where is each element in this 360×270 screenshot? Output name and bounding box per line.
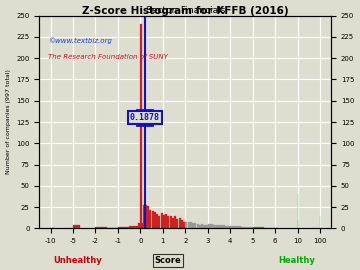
Bar xyxy=(179,218,181,228)
Bar xyxy=(253,227,258,228)
Text: Healthy: Healthy xyxy=(278,256,315,265)
Text: 0.1878: 0.1878 xyxy=(130,113,159,122)
Bar xyxy=(236,226,242,228)
Bar xyxy=(242,227,247,228)
Text: The Research Foundation of SUNY: The Research Foundation of SUNY xyxy=(48,54,168,60)
Bar xyxy=(181,220,183,228)
Bar xyxy=(213,225,219,228)
Text: Score: Score xyxy=(154,256,181,265)
Bar xyxy=(145,205,147,228)
Bar xyxy=(203,225,205,228)
Title: Z-Score Histogram for KFFB (2016): Z-Score Histogram for KFFB (2016) xyxy=(82,6,289,16)
Bar xyxy=(190,222,192,228)
Bar xyxy=(247,227,253,228)
Bar xyxy=(158,216,160,228)
Bar xyxy=(149,210,151,228)
Bar xyxy=(161,213,163,228)
Bar xyxy=(197,224,198,228)
Bar xyxy=(194,223,196,228)
Bar xyxy=(206,225,207,228)
Bar xyxy=(185,222,187,228)
Bar xyxy=(143,205,145,228)
Bar xyxy=(201,224,203,228)
Bar xyxy=(154,212,156,228)
Bar xyxy=(118,227,129,228)
Bar xyxy=(183,222,185,228)
Bar xyxy=(138,223,145,228)
Bar xyxy=(152,211,154,228)
Bar xyxy=(95,227,107,228)
Bar xyxy=(156,214,158,228)
Bar xyxy=(167,217,169,228)
Y-axis label: Number of companies (997 total): Number of companies (997 total) xyxy=(5,70,10,174)
Bar xyxy=(225,226,230,228)
Bar xyxy=(230,226,236,228)
Bar xyxy=(129,226,140,228)
Bar xyxy=(208,224,213,228)
Bar xyxy=(174,217,176,228)
Bar xyxy=(219,225,225,228)
Bar xyxy=(188,222,190,228)
Bar xyxy=(147,206,149,228)
Bar xyxy=(165,214,167,228)
Bar xyxy=(170,216,172,228)
Bar xyxy=(258,227,264,228)
Bar xyxy=(176,219,178,228)
Bar xyxy=(73,225,81,228)
Bar xyxy=(140,24,142,228)
Bar xyxy=(172,218,174,228)
Text: ©www.textbiz.org: ©www.textbiz.org xyxy=(48,37,112,43)
Text: Unhealthy: Unhealthy xyxy=(53,256,102,265)
Bar xyxy=(192,223,194,228)
Bar xyxy=(199,225,201,228)
Text: Sector: Financials: Sector: Financials xyxy=(145,5,225,15)
Bar xyxy=(163,215,165,228)
